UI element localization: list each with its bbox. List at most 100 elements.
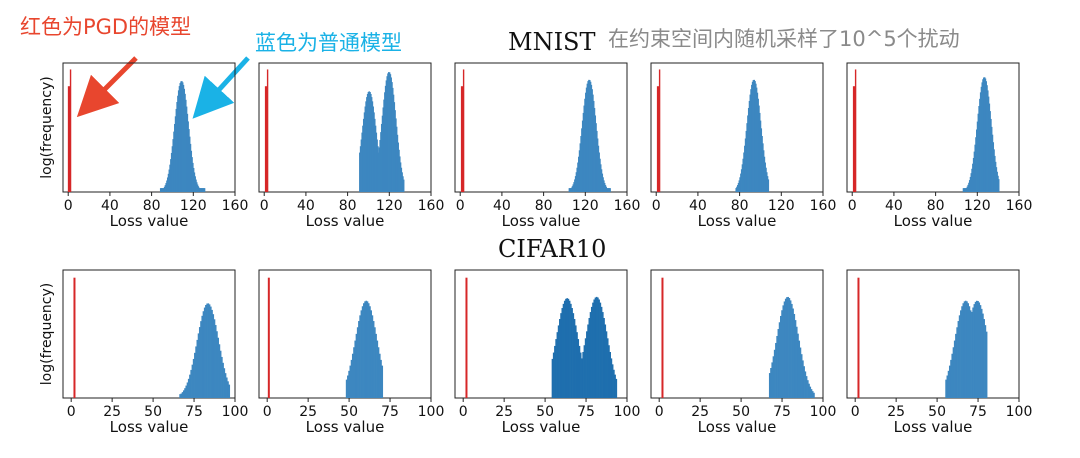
- x-tick-label: 120: [180, 198, 207, 214]
- histogram-bar: [197, 333, 200, 398]
- histogram-bar: [588, 318, 591, 398]
- x-tick-label: 120: [376, 198, 403, 214]
- histogram-bar: [568, 300, 571, 398]
- histogram-bar: [609, 351, 611, 398]
- x-tick-label: 50: [732, 404, 750, 420]
- histogram-bar: [608, 345, 610, 398]
- x-tick-label: 50: [928, 404, 946, 420]
- standard-histogram: [159, 81, 206, 192]
- histogram-bar: [377, 347, 380, 398]
- histogram-bar: [977, 301, 979, 398]
- histogram-bar: [563, 300, 566, 398]
- histogram-bar: [347, 375, 349, 398]
- x-tick-label: 0: [64, 198, 73, 214]
- histogram-bar: [555, 339, 557, 398]
- standard-histogram: [945, 300, 988, 398]
- robust-spike: [67, 86, 71, 192]
- x-tick-label: 160: [614, 198, 641, 214]
- x-tick-label: 75: [577, 404, 595, 420]
- x-tick-label: 120: [964, 198, 991, 214]
- histogram-bar: [573, 319, 576, 398]
- histogram-bar: [968, 306, 971, 398]
- x-axis-label: Loss value: [502, 418, 581, 436]
- histogram-bar: [791, 303, 793, 398]
- histogram-bar: [614, 374, 616, 398]
- panel-frame: [258, 269, 432, 399]
- histogram-bar: [972, 307, 974, 398]
- histogram-bar: [810, 389, 813, 398]
- histogram-bar: [551, 358, 554, 398]
- histogram-bar: [381, 365, 384, 398]
- row-title-cifar10: CIFAR10: [498, 235, 606, 263]
- histogram-bar: [376, 340, 379, 398]
- histogram-bar: [184, 388, 186, 398]
- histogram-bar: [804, 371, 807, 398]
- x-tick-label: 160: [1006, 198, 1033, 214]
- histogram-bar: [192, 358, 195, 398]
- histogram-bar: [598, 299, 600, 398]
- histogram-bar: [948, 365, 951, 398]
- blue-annotation: 蓝色为普通模型: [255, 31, 402, 55]
- histogram-bar: [956, 327, 958, 398]
- histogram-bar: [202, 311, 205, 398]
- histogram-bar: [354, 340, 357, 398]
- y-axis-label: log(frequency): [39, 76, 55, 178]
- x-tick-label: 100: [418, 404, 445, 420]
- histogram-bar: [775, 342, 777, 398]
- histogram-bar: [813, 392, 815, 398]
- histogram-bar: [217, 337, 219, 398]
- histogram-bar: [789, 300, 792, 398]
- histogram-bar: [208, 304, 211, 398]
- histogram-bar: [201, 315, 204, 398]
- histogram-bar: [606, 338, 609, 398]
- histogram-bar: [984, 325, 987, 398]
- x-tick-label: 75: [773, 404, 791, 420]
- histogram-bar: [358, 321, 360, 398]
- x-tick-label: 40: [493, 198, 511, 214]
- histogram-bar: [788, 298, 791, 398]
- histogram-bar: [559, 319, 561, 398]
- histogram-bar: [772, 356, 775, 398]
- panel-frame: [454, 62, 628, 193]
- x-tick-label: 25: [299, 404, 317, 420]
- x-tick-label: 160: [810, 198, 837, 214]
- panel-frame: [62, 269, 236, 399]
- histogram-bar: [570, 303, 572, 398]
- histogram-bar: [969, 310, 972, 398]
- histogram-bar: [561, 308, 564, 398]
- histogram-bar: [967, 303, 969, 398]
- x-axis-label: Loss value: [502, 212, 581, 230]
- histogram-bar: [983, 319, 985, 398]
- histogram-bar: [372, 321, 375, 398]
- x-axis-label: Loss value: [110, 212, 189, 230]
- histogram-bar: [602, 312, 604, 398]
- histogram-bar: [207, 303, 210, 398]
- panel-4: 0 40 80 120 160 Loss value: [650, 62, 837, 230]
- histogram-bar: [973, 304, 976, 398]
- histogram-bar: [554, 345, 556, 398]
- red-annotation: 红色为PGD的模型: [20, 15, 191, 39]
- histogram-bar: [221, 356, 223, 398]
- panel-6: 0 25 50 75 100 Loss value log(frequency): [39, 269, 249, 436]
- histogram-bar: [609, 188, 611, 192]
- x-tick-label: 160: [222, 198, 249, 214]
- histogram-bar: [964, 300, 967, 398]
- x-tick-label: 160: [418, 198, 445, 214]
- histogram-bar: [355, 333, 358, 398]
- histogram-bar: [586, 331, 588, 398]
- x-tick-label: 0: [851, 404, 860, 420]
- histogram-bar: [195, 346, 197, 398]
- panel-frame: [258, 62, 432, 193]
- x-tick-label: 50: [340, 404, 358, 420]
- histogram-bar: [552, 352, 555, 398]
- x-tick-label: 100: [222, 404, 249, 420]
- histogram-bar: [560, 313, 562, 398]
- x-tick-label: 50: [144, 404, 162, 420]
- histogram-bar: [963, 301, 966, 398]
- histogram-bar: [200, 321, 202, 398]
- histogram-bar: [795, 326, 798, 398]
- histogram-bar: [196, 339, 199, 398]
- histogram-bar: [367, 303, 370, 398]
- histogram-bar: [210, 306, 212, 398]
